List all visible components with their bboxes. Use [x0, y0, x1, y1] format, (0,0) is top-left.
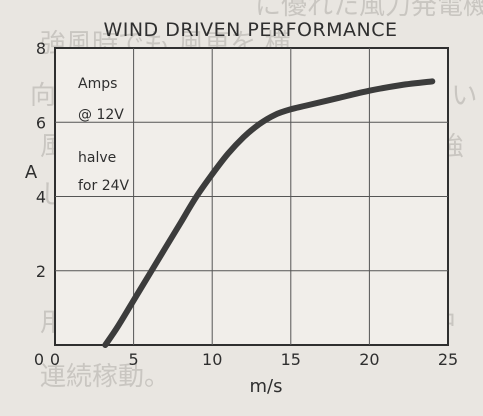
series-line: [102, 78, 436, 348]
background-text-line: に優れた風力発電機です。 設計: [255, 0, 483, 21]
annotation-line: Amps: [78, 76, 117, 92]
annotation-line: halve: [78, 150, 116, 166]
x-tick-label: 0: [50, 350, 60, 369]
series-layer: [102, 78, 436, 348]
y-tick-label: 2: [36, 262, 46, 281]
annotation-line: for 24V: [78, 178, 130, 194]
x-axis-label: m/s: [250, 376, 283, 397]
annotation-line: @ 12V: [78, 107, 124, 123]
y-axis-label: A: [25, 162, 38, 183]
x-tick-label: 15: [281, 350, 301, 369]
chart-title: WIND DRIVEN PERFORMANCE: [103, 19, 397, 41]
background-text-line: 連続稼動。: [40, 362, 170, 392]
x-tick-label: 25: [438, 350, 458, 369]
y-tick-label: 6: [36, 113, 46, 132]
grid: [55, 48, 448, 345]
y-tick-label: 8: [36, 39, 46, 58]
x-tick-label: 10: [202, 350, 222, 369]
annotation-block: Amps @ 12V halve for 24V: [78, 76, 130, 194]
x-tick-label: 20: [359, 350, 379, 369]
x-tick-label: 5: [129, 350, 139, 369]
y-tick-label: 4: [36, 188, 46, 207]
origin-tick-label: 0: [34, 350, 44, 369]
tick-labels: 0 5 10 15 20 25 2 4 6 8 0: [34, 39, 458, 369]
